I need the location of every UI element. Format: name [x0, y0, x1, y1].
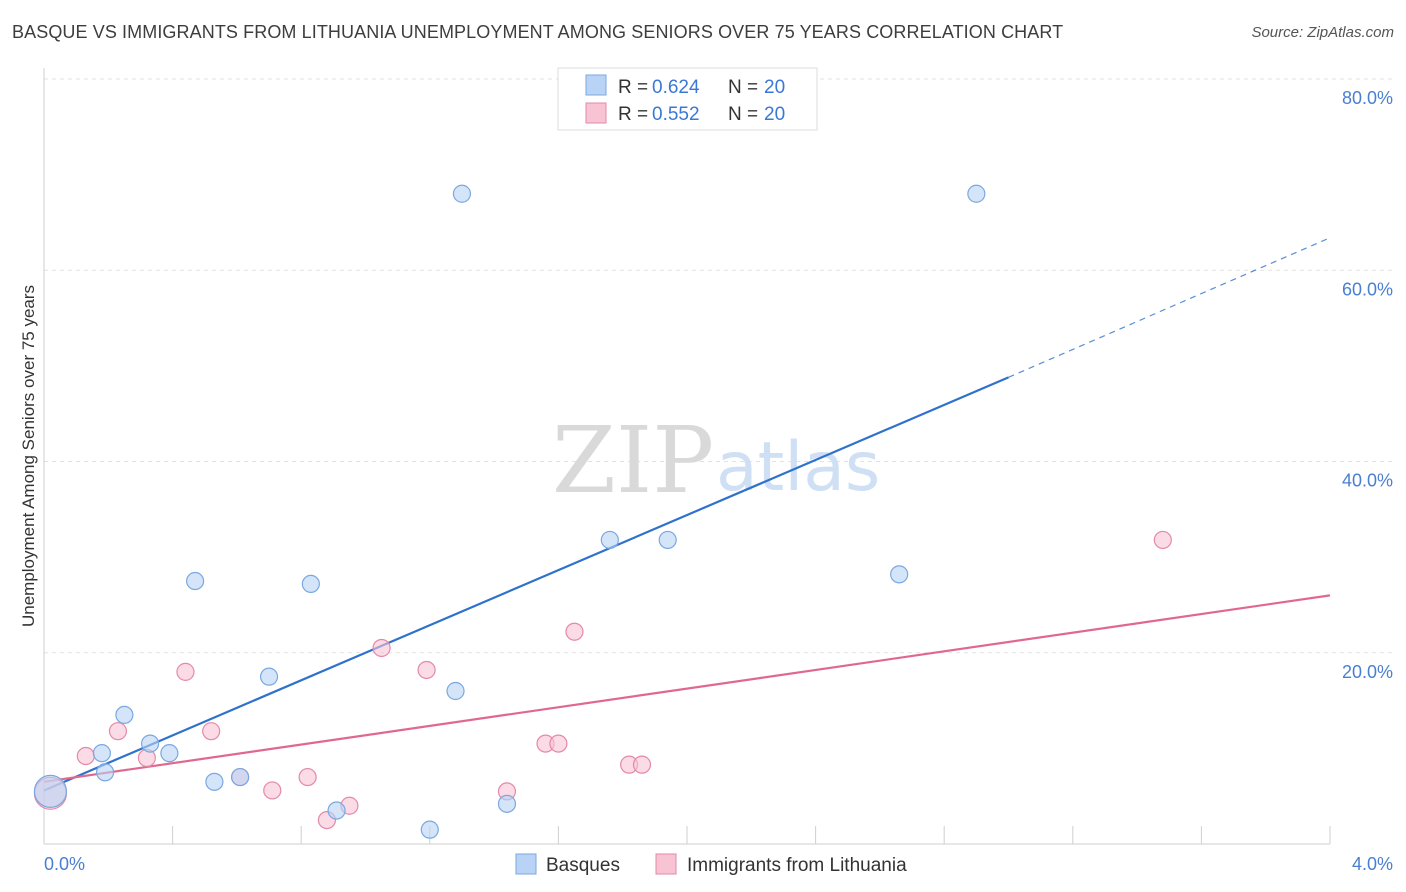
y-tick-label-60: 60.0%	[1342, 279, 1393, 299]
lithuania-point-18	[632, 755, 652, 774]
trend-line-basques-extrapolated	[1008, 237, 1331, 378]
basques-point-1	[92, 744, 111, 763]
basques-point-6	[186, 571, 205, 591]
series-basques-points	[33, 184, 986, 839]
x-axis-ticks	[172, 826, 1331, 844]
gridlines	[44, 78, 1392, 654]
y-tick-label-40: 40.0%	[1342, 471, 1393, 491]
lithuania-point-5	[202, 722, 221, 741]
basques-point-12	[420, 820, 439, 839]
legend-r-value-lithuania: 0.552	[652, 104, 700, 125]
basques-point-10	[301, 574, 320, 594]
basques-point-9	[259, 667, 279, 686]
watermark: ZIP atlas	[552, 407, 880, 514]
y-tick-label-80: 80.0%	[1342, 88, 1393, 108]
x-tick-label-min: 0.0%	[44, 854, 85, 874]
basques-point-13	[446, 681, 465, 701]
legend-r-value-basques: 0.624	[652, 77, 700, 98]
trend-line-lithuania	[43, 594, 1331, 783]
legend-n-value-basques: 20	[764, 77, 785, 98]
basques-point-0	[33, 774, 68, 809]
lithuania-point-2	[108, 722, 128, 741]
legend-r-label-lithuania: R =	[618, 104, 653, 125]
y-axis-label: Unemployment Among Seniors over 75 years	[19, 285, 38, 627]
basques-point-7	[205, 772, 224, 791]
trend-lines	[43, 237, 1331, 792]
trend-line-basques	[43, 376, 1009, 792]
basques-point-15	[497, 794, 517, 813]
legend-swatch-basques	[585, 74, 607, 96]
basques-point-3	[115, 705, 134, 725]
series-legend-label-basques: Basques	[546, 855, 620, 876]
basques-point-11	[327, 801, 346, 820]
lithuania-point-4	[176, 662, 195, 681]
chart-title: BASQUE VS IMMIGRANTS FROM LITHUANIA UNEM…	[12, 22, 1064, 42]
lithuania-point-7	[263, 781, 282, 800]
y-tick-labels: 20.0% 40.0% 60.0% 80.0%	[1342, 88, 1393, 682]
watermark-zip: ZIP	[552, 407, 714, 514]
series-immigrants-lithuania-points	[33, 530, 1172, 830]
basques-point-2	[95, 763, 115, 782]
lithuania-point-19	[1153, 530, 1172, 550]
legend-n-label-lithuania: N =	[728, 104, 763, 125]
series-legend-swatch-basques	[515, 853, 537, 875]
series-legend-label-lithuania: Immigrants from Lithuania	[687, 855, 907, 876]
legend-n-label-basques: N =	[728, 77, 763, 98]
legend-n-value-lithuania: 20	[764, 104, 785, 125]
legend-r-label-basques: R =	[618, 77, 653, 98]
lithuania-point-16	[565, 622, 584, 641]
lithuania-point-12	[417, 660, 436, 680]
lithuania-point-8	[298, 767, 317, 787]
basques-point-14	[452, 184, 472, 203]
series-legend-swatch-lithuania	[655, 853, 677, 875]
y-tick-label-20: 20.0%	[1342, 662, 1393, 682]
basques-point-5	[160, 744, 179, 763]
basques-point-17	[658, 530, 677, 550]
lithuania-point-11	[372, 638, 391, 658]
lithuania-point-15	[549, 734, 568, 753]
series-legend: Basques Immigrants from Lithuania	[515, 853, 907, 876]
lithuania-point-1	[76, 746, 95, 766]
basques-point-16	[600, 530, 619, 550]
basques-point-8	[231, 767, 250, 787]
basques-point-19	[967, 184, 986, 203]
x-tick-label-max: 4.0%	[1352, 854, 1393, 874]
correlation-legend: R = 0.624 N = 20 R = 0.552 N = 20	[557, 67, 818, 131]
basques-point-18	[890, 565, 909, 584]
basques-point-4	[140, 734, 160, 753]
legend-swatch-lithuania	[585, 102, 607, 124]
source-credit: Source: ZipAtlas.com	[1251, 24, 1394, 41]
